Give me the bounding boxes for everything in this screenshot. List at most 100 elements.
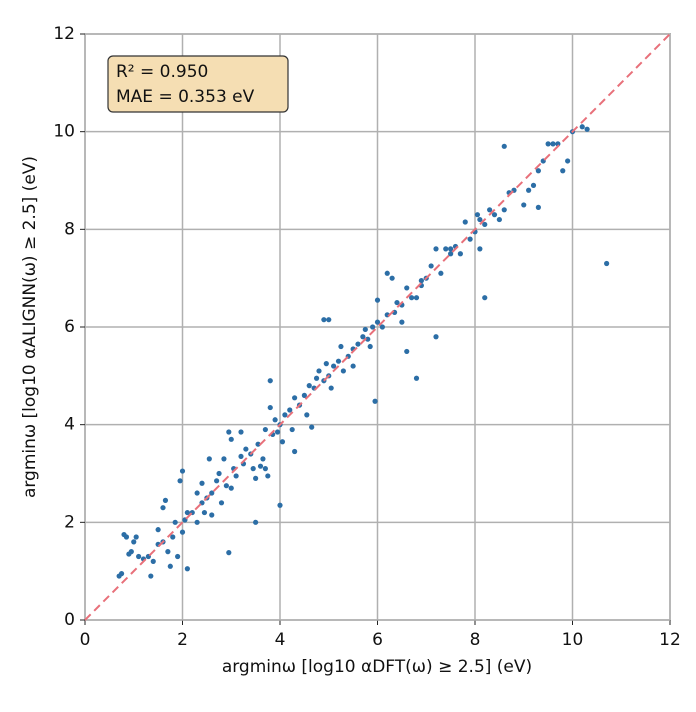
point xyxy=(253,519,259,525)
point xyxy=(487,207,493,213)
point xyxy=(304,412,310,418)
point xyxy=(306,383,312,389)
point xyxy=(326,317,332,323)
point xyxy=(438,270,444,276)
x-tick-label: 2 xyxy=(177,630,188,650)
point xyxy=(226,550,232,556)
x-tick-label: 12 xyxy=(659,630,681,650)
point xyxy=(262,426,268,433)
point xyxy=(413,295,420,301)
y-tick-label: 0 xyxy=(64,610,75,630)
point xyxy=(362,326,368,333)
x-tick-label: 0 xyxy=(80,630,91,650)
point xyxy=(384,270,390,276)
point xyxy=(309,424,315,430)
point xyxy=(209,490,215,496)
point xyxy=(448,246,454,252)
point xyxy=(550,141,556,147)
point xyxy=(394,299,400,306)
point xyxy=(521,202,527,208)
point xyxy=(457,251,463,257)
point xyxy=(340,368,346,374)
x-tick-label: 4 xyxy=(275,630,286,650)
point xyxy=(328,385,334,391)
point xyxy=(282,412,288,418)
point xyxy=(262,466,268,472)
point xyxy=(206,456,212,462)
point xyxy=(162,497,169,503)
point xyxy=(118,571,125,577)
x-tick-label: 10 xyxy=(562,630,584,650)
point xyxy=(501,207,507,213)
point xyxy=(250,466,256,472)
point xyxy=(228,436,234,442)
point xyxy=(604,260,610,267)
point xyxy=(526,187,532,193)
point xyxy=(350,363,356,369)
y-axis-label: argminω [log10 αALIGNN(ω) ≥ 2.5] (eV) xyxy=(20,156,40,498)
point xyxy=(535,204,541,210)
point xyxy=(233,473,239,479)
point xyxy=(194,490,200,496)
point xyxy=(155,527,161,533)
point xyxy=(289,426,295,433)
point xyxy=(443,246,449,252)
y-tick-label: 8 xyxy=(64,219,75,239)
point xyxy=(167,563,173,569)
point xyxy=(209,512,215,518)
point xyxy=(194,519,200,525)
point xyxy=(474,212,481,218)
annotation: R² = 0.950 xyxy=(116,62,208,82)
point xyxy=(579,124,585,130)
point xyxy=(184,509,190,516)
point xyxy=(491,212,498,218)
y-tick-label: 12 xyxy=(53,24,75,44)
point xyxy=(338,343,344,350)
point xyxy=(123,534,130,540)
point xyxy=(201,509,208,516)
point xyxy=(131,539,137,545)
annotation-box xyxy=(107,55,289,113)
point xyxy=(404,348,410,355)
point xyxy=(228,485,234,491)
point xyxy=(255,441,261,447)
point xyxy=(467,236,473,242)
point xyxy=(496,216,502,223)
point xyxy=(214,478,220,484)
point xyxy=(399,319,405,325)
point xyxy=(560,168,566,174)
point xyxy=(150,558,156,565)
point xyxy=(179,529,186,535)
point xyxy=(287,407,293,413)
point xyxy=(292,395,298,401)
point xyxy=(365,336,371,342)
point xyxy=(133,534,139,540)
point xyxy=(160,505,166,511)
point xyxy=(535,168,541,174)
point xyxy=(433,334,439,340)
point xyxy=(226,429,232,435)
point xyxy=(367,343,373,350)
point xyxy=(267,378,273,384)
point xyxy=(462,219,468,225)
point xyxy=(335,358,342,364)
point xyxy=(477,246,483,252)
x-tick-label: 6 xyxy=(372,630,383,650)
point xyxy=(184,566,190,572)
point xyxy=(136,553,142,560)
point xyxy=(216,470,222,477)
x-axis-label: argminω [log10 αDFT(ω) ≥ 2.5] (eV) xyxy=(222,657,532,677)
point xyxy=(265,473,271,479)
point xyxy=(243,446,249,452)
point xyxy=(404,285,410,291)
point xyxy=(482,221,488,228)
point xyxy=(321,317,327,323)
point xyxy=(260,456,266,462)
point xyxy=(279,439,286,445)
point xyxy=(355,341,361,347)
point xyxy=(316,368,322,374)
point xyxy=(372,398,378,404)
point xyxy=(172,519,178,525)
point xyxy=(389,275,395,281)
